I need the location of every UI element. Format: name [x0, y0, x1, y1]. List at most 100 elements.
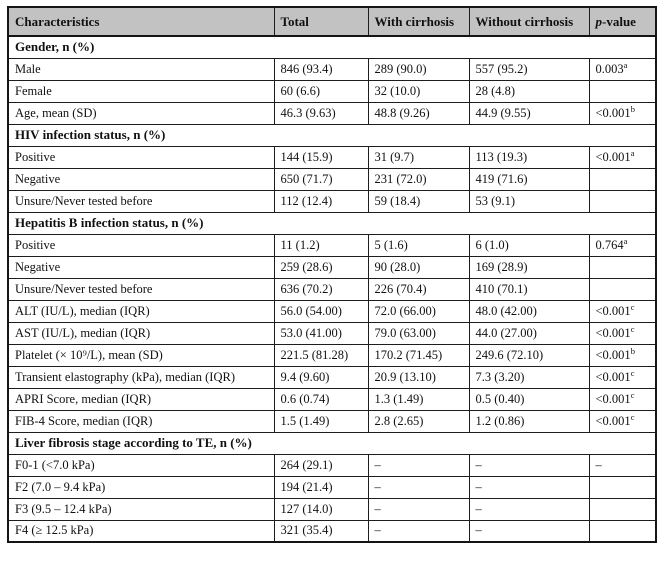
row-label-cell: F0-1 (<7.0 kPa) — [7, 453, 275, 477]
column-header-with-cirrhosis: With cirrhosis — [367, 6, 470, 37]
total-cell: 11 (1.2) — [273, 233, 369, 257]
without-cirrhosis-cell: – — [468, 519, 590, 543]
table-row: Unsure/Never tested before 636 (70.2) 226 … — [7, 277, 657, 301]
total-cell: 56.0 (54.00) — [273, 299, 369, 323]
p-value-cell: <0.001b — [588, 343, 657, 367]
without-cirrhosis-cell: 0.5 (0.40) — [468, 387, 590, 411]
table-row: ALT (IU/L), median (IQR) 56.0 (54.00) 72.0… — [7, 299, 657, 323]
with-cirrhosis-cell: – — [367, 497, 470, 521]
with-cirrhosis-cell: 226 (70.4) — [367, 277, 470, 301]
without-cirrhosis-cell: 53 (9.1) — [468, 189, 590, 213]
with-cirrhosis-cell: 32 (10.0) — [367, 79, 470, 103]
column-header-p-value: p-value — [588, 6, 657, 37]
table-row: F3 (9.5 – 12.4 kPa) 127 (14.0) – – — [7, 497, 657, 521]
with-cirrhosis-cell: 31 (9.7) — [367, 145, 470, 169]
p-value-cell — [588, 497, 657, 521]
with-cirrhosis-cell: 20.9 (13.10) — [367, 365, 470, 389]
row-label-cell: Female — [7, 79, 275, 103]
without-cirrhosis-cell: 113 (19.3) — [468, 145, 590, 169]
row-label-cell: F2 (7.0 – 9.4 kPa) — [7, 475, 275, 499]
p-value-text: <0.001 — [595, 413, 631, 428]
p-value-text: <0.001 — [595, 325, 631, 340]
p-value-text: <0.001 — [595, 391, 631, 406]
table-row: Positive 11 (1.2) 5 (1.6) 6 (1.0) 0.764a — [7, 233, 657, 257]
total-cell: 221.5 (81.28) — [273, 343, 369, 367]
total-cell: 846 (93.4) — [273, 57, 369, 81]
p-value-text: <0.001 — [595, 303, 631, 318]
row-label-cell: F3 (9.5 – 12.4 kPa) — [7, 497, 275, 521]
with-cirrhosis-cell: 289 (90.0) — [367, 57, 470, 81]
characteristics-table: Characteristics Total With cirrhosis Wit… — [7, 6, 657, 543]
with-cirrhosis-cell: 170.2 (71.45) — [367, 343, 470, 367]
p-value-text: <0.001 — [595, 347, 631, 362]
without-cirrhosis-cell: 28 (4.8) — [468, 79, 590, 103]
table-row: F2 (7.0 – 9.4 kPa) 194 (21.4) – – — [7, 475, 657, 499]
header-row: Characteristics Total With cirrhosis Wit… — [7, 6, 657, 37]
section-row: Liver fibrosis stage according to TE, n … — [7, 431, 657, 455]
row-label-cell: Transient elastography (kPa), median (IQ… — [7, 365, 275, 389]
without-cirrhosis-cell: 6 (1.0) — [468, 233, 590, 257]
total-cell: 60 (6.6) — [273, 79, 369, 103]
row-label-cell: Unsure/Never tested before — [7, 189, 275, 213]
section-label: Liver fibrosis stage according to TE, n … — [7, 431, 657, 455]
without-cirrhosis-cell: 249.6 (72.10) — [468, 343, 590, 367]
with-cirrhosis-cell: 48.8 (9.26) — [367, 101, 470, 125]
table-row: Female 60 (6.6) 32 (10.0) 28 (4.8) — [7, 79, 657, 103]
p-value-cell — [588, 277, 657, 301]
p-value-cell: <0.001b — [588, 101, 657, 125]
table-row: Negative 259 (28.6) 90 (28.0) 169 (28.9) — [7, 255, 657, 279]
row-label-cell: Positive — [7, 233, 275, 257]
p-value-superscript: b — [630, 345, 635, 356]
without-cirrhosis-cell: 410 (70.1) — [468, 277, 590, 301]
with-cirrhosis-cell: 5 (1.6) — [367, 233, 470, 257]
without-cirrhosis-cell: 7.3 (3.20) — [468, 365, 590, 389]
with-cirrhosis-cell: – — [367, 519, 470, 543]
with-cirrhosis-cell: 90 (28.0) — [367, 255, 470, 279]
without-cirrhosis-cell: – — [468, 497, 590, 521]
table-body: Gender, n (%) Male 846 (93.4) 289 (90.0) 557… — [7, 35, 657, 543]
table-row: F0-1 (<7.0 kPa) 264 (29.1) – – – — [7, 453, 657, 477]
without-cirrhosis-cell: 419 (71.6) — [468, 167, 590, 191]
p-value-cell — [588, 167, 657, 191]
p-value-cell: <0.001c — [588, 409, 657, 433]
with-cirrhosis-cell: 2.8 (2.65) — [367, 409, 470, 433]
total-cell: 259 (28.6) — [273, 255, 369, 279]
p-value-superscript: c — [630, 389, 635, 400]
total-cell: 46.3 (9.63) — [273, 101, 369, 125]
p-value-cell: <0.001c — [588, 321, 657, 345]
p-value-superscript: c — [630, 367, 635, 378]
with-cirrhosis-cell: – — [367, 453, 470, 477]
total-cell: 194 (21.4) — [273, 475, 369, 499]
total-cell: 53.0 (41.00) — [273, 321, 369, 345]
table-row: Unsure/Never tested before 112 (12.4) 59 (… — [7, 189, 657, 213]
total-cell: 321 (35.4) — [273, 519, 369, 543]
column-header-characteristics: Characteristics — [7, 6, 275, 37]
p-value-superscript: a — [630, 147, 635, 158]
p-value-cell: 0.003a — [588, 57, 657, 81]
p-value-superscript: a — [623, 59, 628, 70]
total-cell: 127 (14.0) — [273, 497, 369, 521]
p-value-cell: <0.001c — [588, 387, 657, 411]
p-value-cell — [588, 255, 657, 279]
section-label: Gender, n (%) — [7, 35, 657, 59]
table-row: F4 (≥ 12.5 kPa) 321 (35.4) – – — [7, 519, 657, 543]
p-value-cell: 0.764a — [588, 233, 657, 257]
p-value-superscript: b — [630, 103, 635, 114]
without-cirrhosis-cell: 44.0 (27.00) — [468, 321, 590, 345]
table-row: Negative 650 (71.7) 231 (72.0) 419 (71.6) — [7, 167, 657, 191]
total-cell: 650 (71.7) — [273, 167, 369, 191]
p-value-text: <0.001 — [595, 149, 631, 164]
table-row: AST (IU/L), median (IQR) 53.0 (41.00) 79.0… — [7, 321, 657, 345]
p-value-text: – — [595, 457, 602, 472]
total-cell: 144 (15.9) — [273, 145, 369, 169]
total-cell: 112 (12.4) — [273, 189, 369, 213]
p-value-cell: <0.001c — [588, 365, 657, 389]
p-value-cell — [588, 519, 657, 543]
section-row: Hepatitis B infection status, n (%) — [7, 211, 657, 235]
table-row: Positive 144 (15.9) 31 (9.7) 113 (19.3) <0.0… — [7, 145, 657, 169]
without-cirrhosis-cell: 557 (95.2) — [468, 57, 590, 81]
section-label: HIV infection status, n (%) — [7, 123, 657, 147]
p-value-superscript: c — [630, 411, 635, 422]
table-row: Male 846 (93.4) 289 (90.0) 557 (95.2) 0.003a — [7, 57, 657, 81]
p-value-text: 0.764 — [595, 237, 624, 252]
